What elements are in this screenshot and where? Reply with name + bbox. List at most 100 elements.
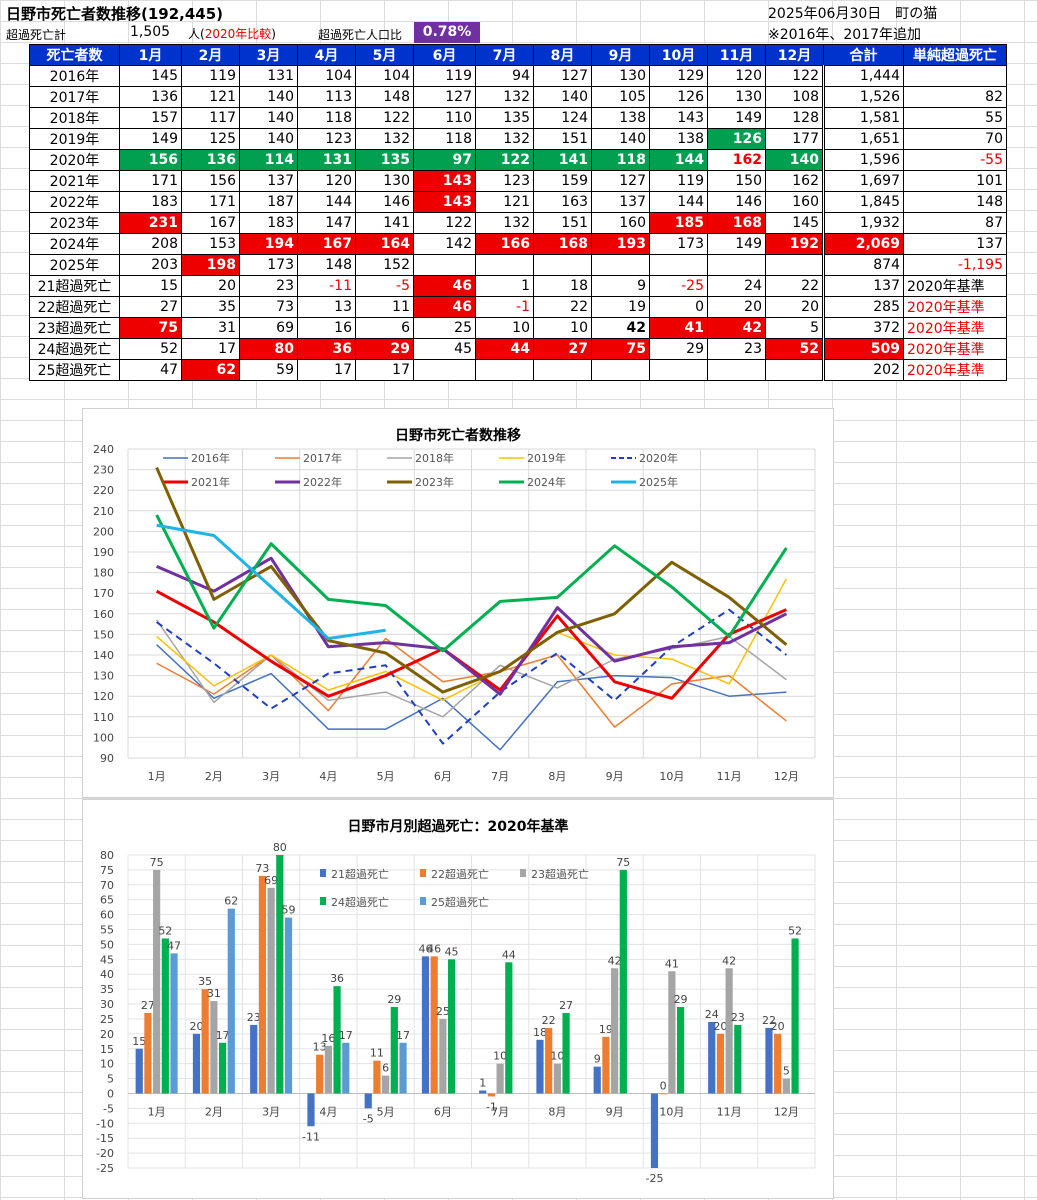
table-row: 25超過死亡 47 62 59 17 17 202 2020年基準	[29, 359, 1007, 381]
x-tick-label: 3月	[262, 770, 280, 783]
table-cell: 47	[119, 359, 182, 381]
bar	[276, 855, 284, 1094]
row-label: 21超過死亡	[29, 275, 120, 297]
legend-label: 2024年	[527, 475, 566, 489]
legend-label: 2017年	[303, 451, 342, 465]
table-cell: 140	[591, 128, 650, 150]
table-cell: 126	[707, 128, 766, 150]
column-header: 合計	[823, 44, 904, 66]
table-cell: 231	[119, 212, 182, 234]
table-cell: 159	[533, 170, 592, 192]
y-tick-label: 35	[100, 983, 114, 996]
x-tick-label: 11月	[717, 1105, 742, 1118]
x-tick-label: 7月	[491, 770, 509, 783]
y-tick-label: 210	[93, 505, 114, 518]
table-cell: 59	[239, 359, 298, 381]
table-cell: 145	[765, 212, 824, 234]
bar	[192, 1033, 201, 1094]
data-label: 29	[674, 993, 688, 1006]
legend-label: 2020年	[639, 451, 678, 465]
table-cell: 149	[707, 107, 766, 129]
table-cell	[413, 254, 476, 276]
x-tick-label: 11月	[717, 770, 742, 783]
data-label: 75	[150, 856, 164, 869]
table-cell: 104	[297, 65, 356, 87]
bar	[487, 1093, 496, 1097]
y-tick-label: 100	[93, 731, 114, 744]
y-tick-label: 30	[100, 998, 114, 1011]
table-cell: 46	[413, 275, 476, 297]
table-row: 24超過死亡 52 17 80 36 29 45 44 27 75 29 23 52 509 2020年基準	[29, 338, 1007, 360]
data-label: 10	[493, 1050, 507, 1063]
table-cell: -55	[903, 149, 1007, 171]
bar	[153, 869, 161, 1094]
bar-chart: 日野市月別超過死亡：2020年基準 -25 -20 -15 -10 -5 0 5 10 15 20 2…	[82, 799, 834, 1199]
table-cell: 101	[903, 170, 1007, 192]
table-cell: 163	[533, 191, 592, 213]
y-tick-label: -10	[96, 1117, 114, 1130]
table-cell: 0	[649, 296, 708, 318]
x-tick-label: 6月	[434, 1105, 452, 1118]
bar	[144, 1012, 152, 1094]
table-cell: 148	[297, 254, 356, 276]
table-cell: 29	[355, 338, 414, 360]
table-cell: 144	[649, 191, 708, 213]
table-cell: 118	[413, 128, 476, 150]
y-tick-label: 50	[100, 938, 114, 951]
table-cell: 1,581	[822, 107, 904, 129]
table-cell: 141	[533, 149, 592, 171]
table-cell: 55	[903, 107, 1007, 129]
data-label: 42	[608, 954, 622, 967]
table-cell: 153	[181, 233, 240, 255]
table-cell: 6	[355, 317, 414, 339]
data-label: 17	[216, 1029, 230, 1042]
legend-label: 2021年	[191, 475, 230, 489]
table-cell: 147	[297, 212, 356, 234]
legend-label: 2016年	[191, 451, 230, 465]
row-label: 2020年	[29, 149, 120, 171]
data-label: 23	[247, 1011, 261, 1024]
table-cell: 70	[903, 128, 1007, 150]
table-cell: 132	[475, 212, 534, 234]
table-cell	[475, 254, 534, 276]
y-tick-label: 90	[100, 752, 114, 765]
table-cell: 17	[355, 359, 414, 381]
y-tick-label: 120	[93, 690, 114, 703]
table-cell: 146	[707, 191, 766, 213]
table-cell: 144	[649, 149, 708, 171]
data-label: 18	[533, 1026, 547, 1039]
data-label: 16	[321, 1032, 335, 1045]
table-cell: 42	[591, 317, 650, 339]
table-cell: 17	[297, 359, 356, 381]
table-cell: 15	[119, 275, 182, 297]
x-tick-label: 10月	[659, 1105, 684, 1118]
data-label: 13	[313, 1041, 327, 1054]
x-tick-label: 12月	[774, 770, 799, 783]
legend-label: 2022年	[303, 475, 342, 489]
table-row: 2020年 156 136 114 131 135 97 122 141 118 144 162 140…	[29, 149, 1007, 171]
table-cell: 160	[765, 191, 824, 213]
table-cell: 108	[765, 86, 824, 108]
data-label: 1	[479, 1076, 486, 1089]
data-label: 17	[339, 1029, 353, 1042]
legend-label: 25超過死亡	[431, 895, 489, 909]
table-cell	[591, 254, 650, 276]
table-cell: 122	[475, 149, 534, 171]
table-cell: 130	[707, 86, 766, 108]
bar	[725, 968, 733, 1094]
table-cell: 166	[475, 233, 534, 255]
table-cell: 125	[181, 128, 240, 150]
table-cell: 150	[707, 170, 766, 192]
table-cell: 1,845	[822, 191, 904, 213]
data-label: 19	[599, 1023, 613, 1036]
column-header: 1月	[119, 44, 182, 66]
table-cell: 45	[413, 338, 476, 360]
bar	[342, 1042, 350, 1094]
row-label: 2024年	[29, 233, 120, 255]
table-cell: 52	[765, 338, 824, 360]
data-label: 44	[502, 948, 516, 961]
table-cell: 171	[181, 191, 240, 213]
bar	[227, 908, 235, 1094]
table-cell: 372	[822, 317, 904, 339]
unit-suffix: )	[271, 27, 276, 41]
